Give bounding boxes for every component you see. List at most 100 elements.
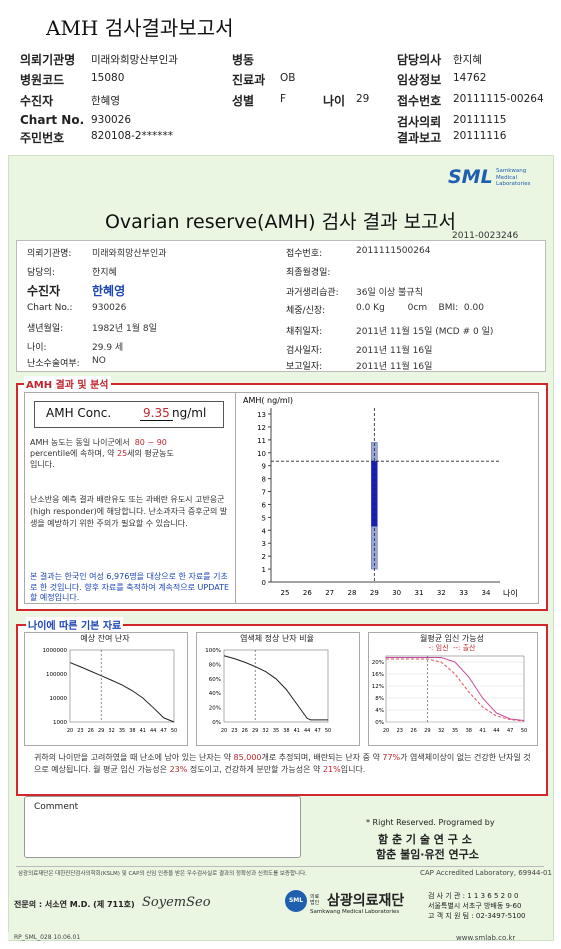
ch2-y-tick-label: 100% bbox=[205, 648, 221, 654]
top-value-0-4: 한지혜 bbox=[453, 54, 482, 66]
comment-box bbox=[24, 796, 301, 858]
ch3-x-tick-label: 32 bbox=[438, 728, 444, 734]
comment-label: Comment bbox=[34, 802, 79, 812]
info-left-label-2: 수진자 bbox=[27, 284, 61, 298]
ch2-x-tick-label: 23 bbox=[231, 728, 237, 734]
top-value-2-2: F bbox=[280, 93, 287, 105]
top-value-4-1: 820108-2****** bbox=[91, 130, 174, 142]
birth-pct: 21% bbox=[322, 765, 341, 774]
top-label-3-1: Chart No. bbox=[20, 113, 85, 127]
ch3-x-tick-label: 29 bbox=[424, 728, 430, 734]
ch1-y-tick-label: 1000 bbox=[53, 720, 67, 726]
amh-y-tick-label: 12 bbox=[257, 424, 266, 432]
ch1-x-tick-label: 29 bbox=[98, 728, 104, 734]
sml-logo-text: SML bbox=[448, 166, 493, 188]
ch2-line bbox=[223, 655, 328, 721]
info-left-value-3: 930026 bbox=[92, 303, 127, 313]
ch3-x-tick-label: 41 bbox=[479, 728, 485, 734]
info-right-label-2: 과거생리습관: bbox=[286, 288, 339, 298]
amh-x-tick-label: 34 bbox=[482, 589, 491, 597]
ch3-x-tick-label: 20 bbox=[383, 728, 389, 734]
ch2-y-tick-label: 40% bbox=[209, 691, 221, 697]
ch2-x-tick-label: 41 bbox=[294, 728, 300, 734]
rights-text: * Right Reserved. Programed by bbox=[366, 818, 495, 827]
equivalent-age: 25 bbox=[116, 449, 128, 458]
top-label-2-1: 수진자 bbox=[20, 94, 54, 108]
programmer-1: 함 춘 기 술 연 구 소 bbox=[378, 833, 472, 846]
ch1-x-tick-label: 41 bbox=[140, 728, 146, 734]
cap-accreditation: CAP Accredited Laboratory, 69944-01 bbox=[420, 869, 552, 877]
ch3-y-tick-label: 4% bbox=[375, 708, 384, 714]
info-right-value-2: 36일 이상 불규칙 bbox=[356, 288, 423, 298]
amh-interpretation: AMH 농도는 동일 나이군에서 80 ~ 90 percentile에 속하며… bbox=[30, 438, 174, 469]
ch2-x-tick-label: 29 bbox=[252, 728, 258, 734]
ch3-line-0 bbox=[386, 657, 525, 721]
amh-conc-box bbox=[34, 401, 224, 428]
ch3-x-tick-label: 35 bbox=[452, 728, 458, 734]
ch3-line-1 bbox=[386, 658, 525, 722]
amh-y-tick-label: 5 bbox=[262, 514, 266, 522]
ch1-frame bbox=[69, 649, 175, 723]
ch1-x-tick-label: 44 bbox=[150, 728, 156, 734]
ch2-x-tick-label: 26 bbox=[242, 728, 248, 734]
info-left-label-1: 담당의: bbox=[27, 268, 55, 278]
report-number: 2011-0023246 bbox=[452, 231, 519, 241]
ch2-x-tick-label: 38 bbox=[283, 728, 289, 734]
foundation-name: 삼광의료재단 bbox=[327, 893, 405, 909]
ch1-y-tick-label: 100000 bbox=[46, 672, 67, 678]
ch1-x-tick-label: 32 bbox=[108, 728, 114, 734]
top-label-2-3: 나이 bbox=[323, 94, 346, 108]
top-value-1-2: OB bbox=[280, 72, 296, 84]
amh-x-tick-label: 28 bbox=[348, 589, 357, 597]
amh-y-tick-label: 1 bbox=[262, 566, 266, 574]
ch2-y-tick-label: 60% bbox=[209, 677, 221, 683]
footer-line bbox=[16, 866, 544, 867]
amh-chart-box bbox=[235, 392, 539, 604]
age-summary: 귀하의 나이만을 고려하였을 때 난소에 남아 있는 난자는 약 85,000개… bbox=[34, 753, 531, 774]
top-value-2-3: 29 bbox=[356, 93, 370, 105]
top-value-2-1: 한혜영 bbox=[91, 95, 120, 107]
chart-remaining-eggs-box bbox=[24, 632, 188, 746]
chart-pregnancy-legend: -: 임신 --: 출산 bbox=[428, 644, 476, 652]
signature: SoyemSeo bbox=[142, 895, 211, 910]
top-label-2-2: 성별 bbox=[232, 94, 255, 108]
logo-sub1: Samkwang bbox=[496, 168, 527, 174]
top-value-3-4: 20111115 bbox=[453, 114, 507, 126]
amh-x-tick-label: 32 bbox=[437, 589, 446, 597]
amh-x-tick-label: 30 bbox=[392, 589, 401, 597]
top-value-1-1: 15080 bbox=[91, 72, 125, 84]
ch2-y-tick-label: 0% bbox=[212, 720, 221, 726]
ch1-x-tick-label: 23 bbox=[77, 728, 83, 734]
chart-remaining-eggs: 1000 10000 100000 1000000 20 23 26 29 32 35 38 41 44… bbox=[43, 648, 178, 734]
ch1-y-tick-label: 10000 bbox=[50, 696, 68, 702]
ch3-x-tick-label: 47 bbox=[507, 728, 513, 734]
logo-sub2: Medical bbox=[496, 174, 518, 181]
contact-address: 서울특별시 서초구 방배동 9-60 bbox=[428, 902, 522, 910]
ch2-x-tick-label: 47 bbox=[314, 728, 320, 734]
ch1-x-tick-label: 35 bbox=[119, 728, 125, 734]
info-right-label-3: 체중/신장: bbox=[286, 306, 326, 316]
amh-x-label: 나이 bbox=[503, 588, 518, 598]
foundation-tag: 의료법인 bbox=[310, 894, 320, 906]
certification-note: 삼광의료재단은 대한진단검사의학회(KSLM) 및 CAP의 신임 인증을 받은… bbox=[18, 871, 307, 877]
info-left-value-1: 한지혜 bbox=[92, 268, 117, 278]
info-left-label-5: 나이: bbox=[27, 343, 47, 353]
ch2-x-tick-label: 50 bbox=[325, 728, 331, 734]
ch2-x-tick-label: 44 bbox=[304, 728, 310, 734]
amh-section-header: AMH 결과 및 분석 bbox=[24, 376, 111, 391]
ch3-y-tick-label: 12% bbox=[372, 684, 384, 690]
amh-response-prediction: 난소반응 예측 결과 배란유도 또는 과배란 유도시 고반응군 (high re… bbox=[30, 495, 228, 528]
ch1-line bbox=[69, 662, 175, 723]
ch2-x-tick-label: 32 bbox=[262, 728, 268, 734]
amh-y-tick-label: 0 bbox=[262, 579, 266, 587]
chart-remaining-eggs-title: 예상 잔여 난자 bbox=[80, 634, 130, 643]
remaining-eggs-value: 85,000 bbox=[233, 753, 262, 762]
amh-y-tick-label: 3 bbox=[262, 540, 266, 548]
chart-pregnancy-title: 월평균 임신 가능성 bbox=[420, 634, 484, 643]
ch2-x-tick-label: 20 bbox=[221, 728, 227, 734]
website: www.smlab.co.kr bbox=[456, 934, 516, 942]
top-label-4-1: 주민번호 bbox=[20, 131, 65, 145]
ch1-y-tick-label: 1000000 bbox=[43, 648, 68, 654]
top-value-0-1: 미래와희망산부인과 bbox=[91, 54, 178, 66]
